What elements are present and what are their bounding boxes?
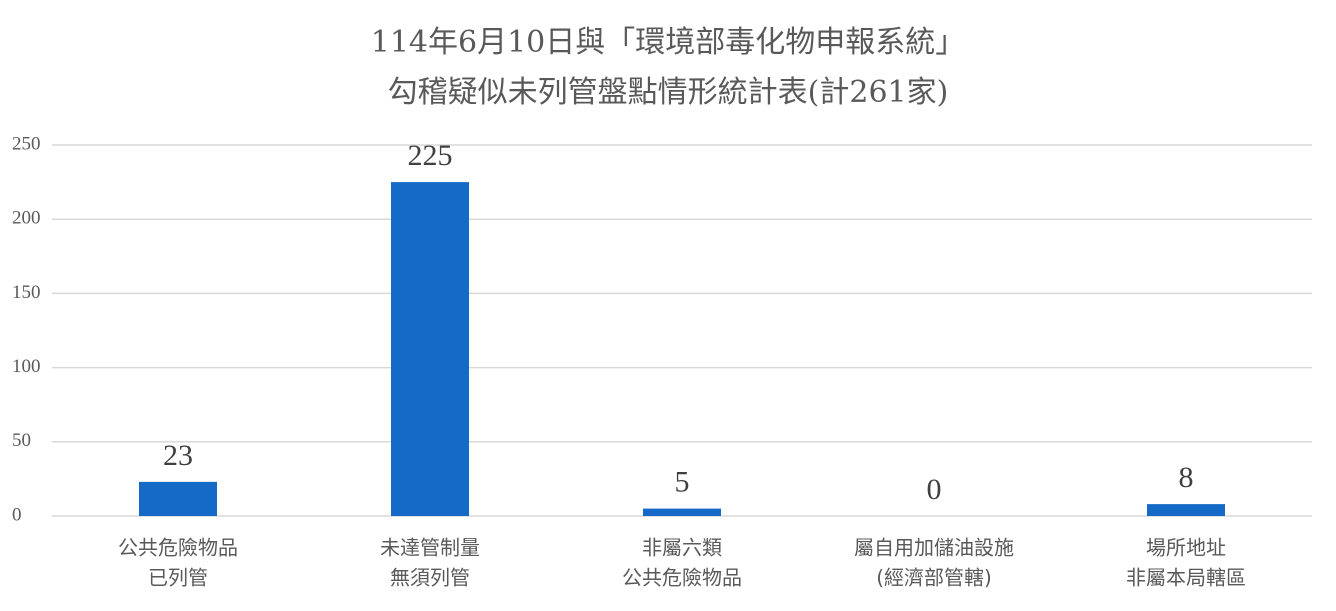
x-tick-label: 已列管 <box>148 566 208 590</box>
x-tick-label: 非屬六類 <box>642 536 722 560</box>
value-label: 23 <box>163 439 193 472</box>
y-tick-label: 200 <box>12 208 41 229</box>
value-label: 8 <box>1179 461 1194 494</box>
value-label: 0 <box>927 473 942 506</box>
x-tick-label: (經濟部管轄) <box>876 566 992 590</box>
y-tick-label: 50 <box>12 430 31 451</box>
value-label: 5 <box>675 465 690 498</box>
value-label: 225 <box>408 139 453 172</box>
chart-title: 114年6月10日與「環境部毒化物申報系統」 <box>371 25 966 60</box>
x-tick-label: 未達管制量 <box>380 536 480 560</box>
x-tick-label: 公共危險物品 <box>118 536 238 560</box>
x-tick-label: 無須列管 <box>390 566 470 590</box>
x-tick-label: 場所地址 <box>1146 536 1226 560</box>
y-tick-label: 150 <box>12 282 41 303</box>
bar <box>643 508 721 516</box>
x-tick-label: 非屬本局轄區 <box>1126 566 1246 590</box>
y-tick-label: 250 <box>12 133 41 154</box>
x-tick-label: 屬自用加儲油設施 <box>854 536 1014 560</box>
bar <box>139 481 217 516</box>
bar <box>1147 504 1225 516</box>
y-tick-label: 0 <box>12 504 22 525</box>
bar <box>391 182 469 516</box>
chart-title: 勾稽疑似未列管盤點情形統計表(計261家) <box>388 75 949 110</box>
y-tick-label: 100 <box>12 356 41 377</box>
x-tick-label: 公共危險物品 <box>622 566 742 590</box>
